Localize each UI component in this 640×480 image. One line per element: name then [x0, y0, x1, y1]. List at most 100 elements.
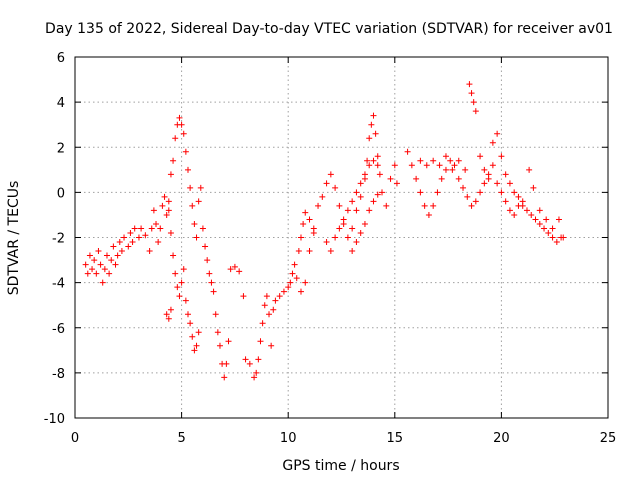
- x-tick-label: 15: [387, 431, 404, 446]
- data-point: [536, 207, 543, 214]
- data-point: [300, 220, 307, 227]
- data-point: [212, 311, 219, 318]
- data-point: [191, 347, 198, 354]
- data-point: [157, 225, 164, 232]
- data-point: [204, 257, 211, 264]
- data-point: [332, 234, 339, 241]
- data-point: [376, 171, 383, 178]
- data-point: [163, 211, 170, 218]
- data-point: [502, 198, 509, 205]
- data-point: [438, 175, 445, 182]
- data-point: [472, 108, 479, 115]
- chart-title: Day 135 of 2022, Sidereal Day-to-day VTE…: [45, 21, 613, 37]
- x-tick-label: 0: [71, 431, 79, 446]
- data-point: [189, 333, 196, 340]
- data-point: [549, 225, 556, 232]
- series-trace-a: [82, 114, 204, 286]
- data-point: [349, 198, 356, 205]
- data-point: [131, 225, 138, 232]
- data-point: [361, 171, 368, 178]
- data-point: [216, 342, 223, 349]
- data-point: [506, 180, 513, 187]
- data-point: [165, 198, 172, 205]
- data-point: [178, 279, 185, 286]
- data-point: [187, 184, 194, 191]
- data-point: [91, 257, 98, 264]
- y-axis-label: SDTVAR / TECUs: [6, 181, 22, 296]
- x-tick-label: 5: [177, 431, 185, 446]
- data-point: [353, 189, 360, 196]
- data-point: [481, 166, 488, 173]
- data-point: [142, 232, 149, 239]
- data-point: [180, 266, 187, 273]
- data-point: [112, 261, 119, 268]
- y-tick-label: 0: [57, 186, 65, 201]
- data-point: [255, 356, 262, 363]
- data-point: [477, 153, 484, 160]
- data-point: [191, 220, 198, 227]
- data-point: [285, 284, 292, 291]
- data-point: [481, 180, 488, 187]
- data-point: [393, 180, 400, 187]
- data-point: [515, 193, 522, 200]
- data-point: [455, 157, 462, 164]
- data-point: [101, 266, 108, 273]
- data-point: [138, 225, 145, 232]
- data-point: [99, 279, 106, 286]
- data-point: [306, 216, 313, 223]
- data-point: [541, 225, 548, 232]
- data-point: [293, 275, 300, 282]
- data-point: [361, 220, 368, 227]
- y-tick-label: -2: [52, 232, 65, 247]
- x-tick-label: 25: [600, 431, 617, 446]
- data-point: [502, 171, 509, 178]
- data-point: [489, 162, 496, 169]
- data-point: [114, 252, 121, 259]
- data-point: [189, 202, 196, 209]
- y-tick-label: -6: [52, 322, 65, 337]
- data-point: [302, 279, 309, 286]
- data-point: [436, 162, 443, 169]
- data-point: [116, 239, 123, 246]
- y-tick-label: 4: [57, 96, 65, 111]
- data-point: [214, 329, 221, 336]
- series-trace-g: [417, 81, 567, 241]
- data-point: [430, 157, 437, 164]
- data-point: [172, 270, 179, 277]
- data-point: [276, 293, 283, 300]
- data-point: [135, 234, 142, 241]
- data-point: [462, 166, 469, 173]
- data-point: [240, 293, 247, 300]
- data-point: [272, 297, 279, 304]
- data-point: [159, 202, 166, 209]
- data-point: [530, 184, 537, 191]
- data-point: [261, 302, 268, 309]
- data-point: [447, 157, 454, 164]
- data-point: [263, 293, 270, 300]
- data-point: [408, 162, 415, 169]
- axis-ticks: [74, 56, 609, 419]
- data-point: [366, 207, 373, 214]
- data-point: [357, 229, 364, 236]
- data-point: [178, 121, 185, 128]
- data-point: [199, 225, 206, 232]
- data-point: [357, 180, 364, 187]
- data-point: [110, 243, 117, 250]
- series-trace-c: [199, 209, 317, 381]
- data-point: [383, 202, 390, 209]
- data-point: [195, 198, 202, 205]
- data-point: [519, 202, 526, 209]
- data-point: [297, 288, 304, 295]
- data-point: [253, 369, 260, 376]
- data-point: [374, 191, 381, 198]
- data-point: [370, 198, 377, 205]
- data-point: [423, 162, 430, 169]
- data-point: [353, 239, 360, 246]
- data-point: [545, 229, 552, 236]
- data-point: [176, 114, 183, 121]
- data-point: [413, 175, 420, 182]
- data-point: [103, 252, 110, 259]
- data-point: [404, 148, 411, 155]
